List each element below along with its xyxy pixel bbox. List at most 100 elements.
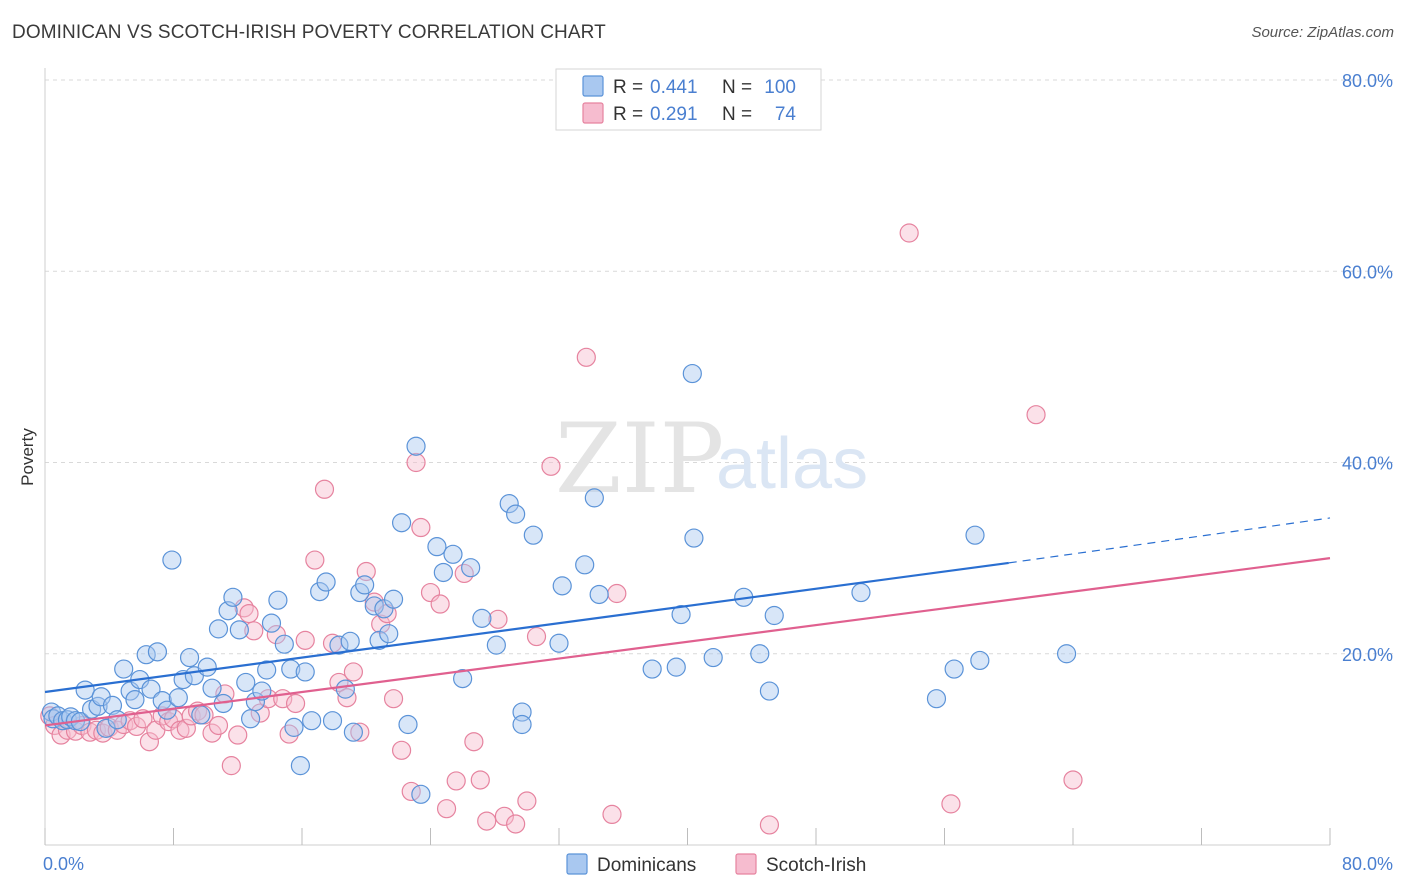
dominicans-point	[369, 630, 389, 650]
dominicans-point	[461, 558, 481, 578]
dominicans-point	[965, 525, 985, 545]
watermark-atlas: atlas	[716, 424, 868, 504]
scotch-irish-point	[470, 770, 490, 790]
dominicans-point	[343, 722, 363, 742]
grid	[45, 79, 1393, 655]
dominicans-point	[499, 494, 519, 514]
scotch-irish-point	[239, 603, 259, 624]
dominicans-point	[443, 544, 463, 564]
dominicans-point	[329, 635, 349, 655]
scotch-irish-point	[494, 806, 514, 826]
scotch-irish-point	[602, 804, 622, 825]
dominicans-point	[759, 681, 780, 701]
dominicans-point	[764, 605, 784, 626]
scotch-irish-point	[176, 718, 196, 738]
dominicans-point	[191, 705, 211, 725]
scotch-irish-point	[464, 732, 484, 752]
dominicans-point	[355, 575, 375, 595]
scotch-irish-point	[244, 621, 264, 641]
dominicans-point	[427, 537, 447, 557]
dominicans-point	[236, 672, 256, 693]
dominicans-point	[671, 604, 691, 625]
dominicans-point	[703, 647, 723, 668]
scotch-irish-point	[430, 594, 450, 614]
watermark-zip: ZIP	[555, 403, 724, 515]
dominicans-point	[75, 680, 95, 700]
scotch-irish-point	[759, 815, 780, 835]
dominicans-point	[268, 590, 288, 610]
y-tick-label: 40.0%	[1342, 454, 1393, 474]
dominicans-point	[682, 363, 702, 384]
scotch-irish-point	[285, 693, 306, 714]
scotch-irish-point	[221, 756, 241, 776]
y-axis-label: Poverty	[18, 428, 37, 486]
dominicans-point	[340, 631, 360, 651]
scotch-irish-point	[350, 722, 370, 742]
dominicans-point	[549, 633, 569, 653]
dominicans-point	[523, 525, 543, 545]
top-legend: R = 0.441 N = 100 R = 0.291 N = 74	[555, 68, 822, 131]
x-tick-label: 0.0%	[43, 854, 84, 874]
scotch-irish-point	[228, 725, 248, 745]
scotch-irish-point	[526, 626, 547, 647]
dominicans-point	[302, 711, 322, 731]
bottom-legend-label-dominicans: Dominicans	[597, 855, 696, 876]
dominicans-point	[202, 678, 222, 698]
scotch-irish-point	[202, 723, 222, 743]
dominicans-point	[257, 660, 277, 680]
y-tick-labels: 20.0% 40.0% 60.0% 80.0%	[1342, 71, 1393, 665]
dominicans-point	[970, 650, 990, 671]
source-label: Source: ZipAtlas.com	[1251, 24, 1394, 41]
scotch-irish-point	[411, 517, 431, 538]
dominicans-point	[208, 619, 229, 639]
scotch-irish-point	[576, 347, 596, 367]
dominicans-point	[147, 642, 168, 662]
dominicans-point	[107, 710, 127, 730]
scotch-irish-points	[40, 223, 1083, 835]
dominicans-trend-line	[44, 561, 1009, 694]
bottom-legend-label-scotch-irish: Scotch-Irish	[766, 855, 866, 876]
scotch-irish-point	[250, 703, 270, 723]
dominicans-point	[310, 581, 330, 602]
legend-r-value-2: 0.291	[650, 104, 698, 125]
chart-title: DOMINICAN VS SCOTCH-IRISH POVERTY CORREL…	[12, 22, 606, 43]
legend-r-label-1: R =	[613, 77, 643, 98]
dominicans-point	[453, 669, 473, 689]
legend-swatch-scotch-irish	[582, 102, 604, 124]
watermark: ZIP atlas	[555, 403, 868, 515]
dominicans-point	[391, 513, 412, 533]
dominicans-point	[162, 550, 182, 570]
dominicans-point	[406, 436, 426, 456]
dominicans-point	[575, 555, 595, 575]
bottom-legend-swatch-scotch-irish	[735, 853, 757, 875]
dominicans-point	[295, 662, 315, 682]
scotch-irish-point	[506, 814, 526, 834]
bottom-legend: Dominicans Scotch-Irish	[566, 853, 866, 876]
dominicans-point	[642, 659, 662, 679]
trend-lines	[44, 517, 1331, 727]
scotch-irish-point	[1026, 405, 1046, 425]
dominicans-point	[584, 488, 604, 508]
dominicans-point	[589, 584, 609, 605]
legend-swatch-dominicans	[582, 75, 604, 97]
scotch-irish-point	[208, 715, 229, 736]
x-tick-label: 80.0%	[1342, 854, 1393, 874]
dominicans-point	[851, 582, 871, 603]
dominicans-point	[472, 608, 492, 628]
dominicans-point	[506, 504, 526, 524]
dominicans-point	[125, 690, 145, 710]
dominicans-point	[383, 589, 404, 609]
dominicans-point	[114, 659, 134, 679]
dominicans-point	[684, 528, 704, 548]
dominicans-point	[398, 714, 418, 735]
legend-r-value-1: 0.441	[650, 77, 698, 98]
dominicans-point	[274, 634, 294, 654]
legend-n-value-1: 100	[764, 77, 796, 98]
scotch-irish-point	[488, 609, 508, 629]
legend-n-label-1: N =	[722, 77, 752, 98]
dominicans-point	[168, 688, 188, 708]
dominicans-point	[411, 784, 431, 804]
y-tick-label: 20.0%	[1342, 645, 1393, 665]
scotch-irish-point	[383, 689, 404, 709]
